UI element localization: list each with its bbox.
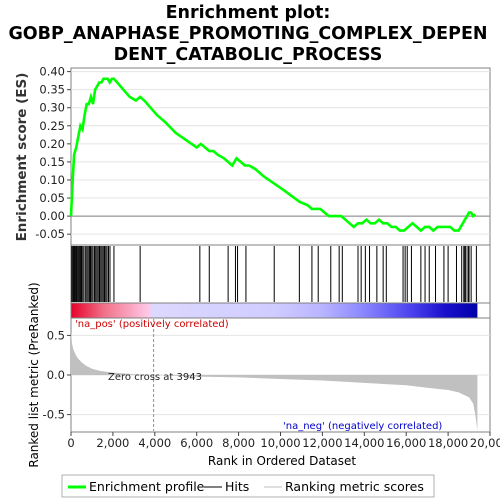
es-ytick-label: 0.00 (39, 209, 65, 223)
x-tick-label: 6,000 (180, 436, 213, 450)
title-line-2: GOBP_ANAPHASE_PROMOTING_COMPLEX_DEPEN (8, 24, 487, 44)
es-ytick-label: 0.25 (39, 119, 65, 133)
legend-label-enrichment: Enrichment profile (89, 479, 205, 494)
ranking-metric-area (71, 331, 478, 431)
es-panel-frame (70, 67, 491, 246)
es-ytick-label: 0.35 (39, 83, 65, 97)
hits-panel-frame (70, 244, 491, 304)
ranked-ytick-label: 0.0 (47, 368, 65, 382)
neg-correlated-label: 'na_neg' (negatively correlated) (283, 421, 442, 432)
x-tick-label: 16,000 (386, 436, 426, 450)
legend-label-metric: Ranking metric scores (285, 479, 424, 494)
hits-panel (70, 244, 491, 304)
ranked-panel: 0.5 0.0 -0.5 'na_pos' (positively correlat… (27, 282, 491, 468)
legend-box (61, 474, 435, 498)
es-ytick-label: -0.05 (35, 227, 65, 241)
x-tick-label: 14,000 (344, 436, 384, 450)
x-tick-label: 0 (67, 436, 74, 450)
ranked-ylabel: Ranked list metric (PreRanked) (27, 282, 41, 467)
hit-markers (71, 246, 477, 302)
zero-cross-label: Zero cross at 3943 (108, 372, 202, 383)
ranked-y-ticks: 0.5 0.0 -0.5 (43, 328, 71, 422)
ranked-ytick-label: -0.5 (43, 408, 65, 422)
es-ytick-label: 0.30 (39, 101, 65, 115)
title-line-1: Enrichment plot: (166, 3, 331, 23)
legend: Enrichment profile Hits Ranking metric s… (61, 474, 435, 498)
x-axis-ticks: 0 2,000 4,000 6,000 8,000 10,000 12,000 14,000 1… (67, 432, 500, 450)
x-tick-label: 2,000 (96, 436, 129, 450)
es-y-ticks: 0.40 0.35 0.30 0.25 0.20 0.15 0.10 0.05 0.00 -0.0… (35, 65, 71, 241)
x-tick-label: 18,000 (428, 436, 468, 450)
es-ytick-label: 0.05 (39, 191, 65, 205)
es-ytick-label: 0.15 (39, 155, 65, 169)
legend-label-hits: Hits (225, 479, 249, 494)
es-ytick-label: 0.10 (39, 173, 65, 187)
es-ytick-label: 0.40 (39, 65, 65, 79)
es-panel: 0.40 0.35 0.30 0.25 0.20 0.15 0.10 0.05 0.00 -0.0… (14, 65, 491, 246)
title-line-3: DENT_CATABOLIC_PROCESS (114, 45, 383, 65)
x-tick-label: 4,000 (138, 436, 171, 450)
es-ylabel: Enrichment score (ES) (14, 73, 30, 242)
x-tick-label: 20,000 (470, 436, 500, 450)
colorbar-strip (71, 303, 478, 318)
ranked-ytick-label: 0.5 (47, 328, 65, 342)
x-tick-label: 12,000 (302, 436, 342, 450)
x-tick-label: 10,000 (260, 436, 300, 450)
chart-title: Enrichment plot: GOBP_ANAPHASE_PROMOTING… (8, 3, 487, 65)
x-axis-label: Rank in Ordered Dataset (208, 454, 356, 468)
x-tick-label: 8,000 (222, 436, 255, 450)
pos-correlated-label: 'na_pos' (positively correlated) (75, 319, 229, 330)
es-ytick-label: 0.20 (39, 137, 65, 151)
enrichment-profile-line (69, 77, 477, 233)
rank-colorbar (70, 302, 491, 319)
